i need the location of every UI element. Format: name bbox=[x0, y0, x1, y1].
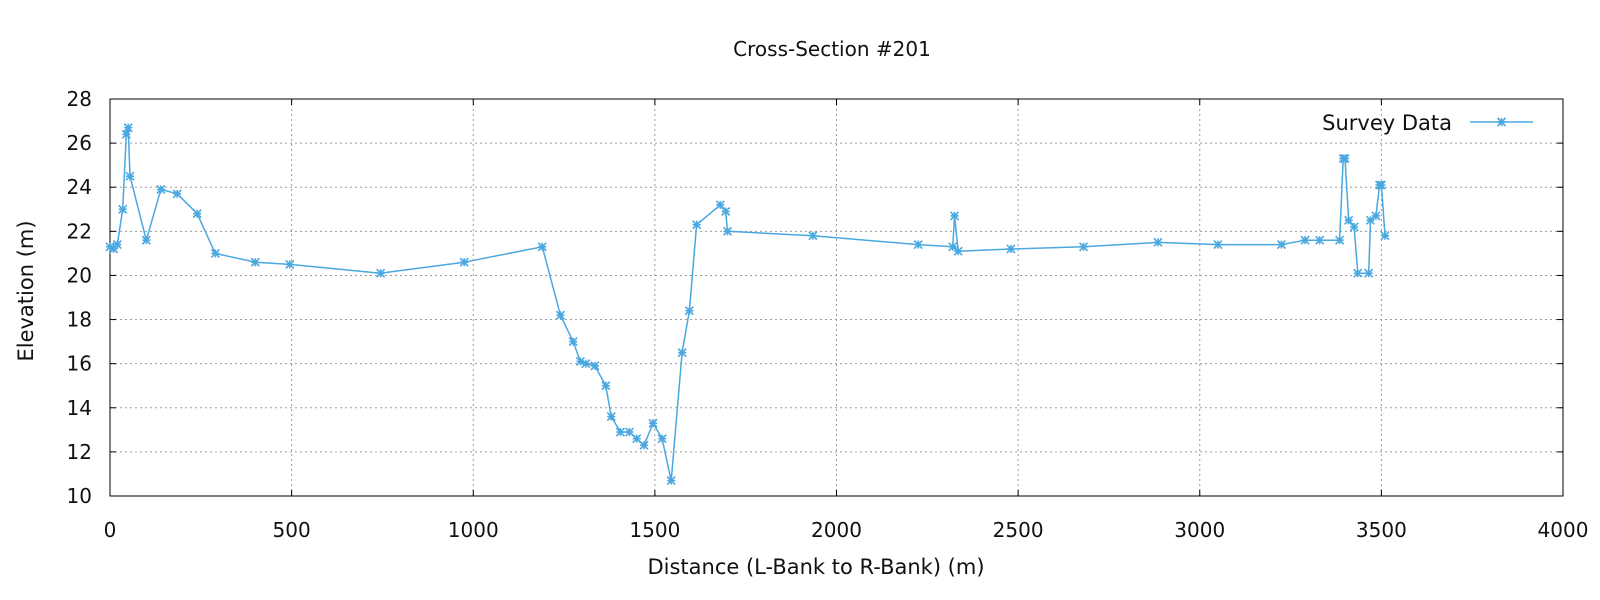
data-point bbox=[1376, 180, 1386, 190]
series-line-survey-data bbox=[109, 126, 1386, 482]
data-point bbox=[210, 248, 220, 258]
chart-title: Cross-Section #201 bbox=[733, 37, 931, 61]
data-point bbox=[808, 231, 818, 241]
y-tick-label: 20 bbox=[67, 263, 92, 287]
data-point bbox=[722, 226, 733, 236]
data-point bbox=[639, 440, 649, 450]
data-point bbox=[125, 171, 135, 181]
y-tick-label: 26 bbox=[67, 131, 92, 155]
data-point bbox=[109, 244, 119, 254]
y-tick-label: 18 bbox=[67, 308, 92, 332]
data-point bbox=[666, 475, 676, 486]
data-point bbox=[123, 123, 133, 133]
data-point bbox=[615, 427, 625, 437]
data-point bbox=[692, 220, 702, 230]
data-point bbox=[581, 359, 591, 369]
data-point bbox=[1006, 244, 1016, 254]
series-layer bbox=[105, 123, 1390, 486]
legend-marker-survey-data bbox=[1496, 117, 1507, 127]
x-tick-label: 500 bbox=[273, 518, 311, 542]
data-point bbox=[537, 242, 547, 252]
x-tick-label: 3500 bbox=[1356, 518, 1407, 542]
data-point bbox=[459, 257, 469, 267]
data-point bbox=[121, 129, 131, 139]
data-point bbox=[112, 240, 122, 250]
data-point bbox=[1380, 231, 1390, 241]
data-point bbox=[376, 268, 386, 278]
data-point bbox=[1371, 211, 1381, 221]
legend-marker-glyph bbox=[1496, 117, 1507, 127]
data-point bbox=[1078, 242, 1089, 252]
data-point bbox=[913, 240, 923, 250]
data-point bbox=[606, 412, 616, 422]
y-tick-label: 28 bbox=[67, 87, 92, 111]
grid bbox=[110, 99, 1563, 496]
data-point bbox=[1344, 215, 1354, 225]
x-axis-ticks: 0 500 1000 1500 2000 2500 3000 3500 4000 bbox=[104, 99, 1589, 542]
data-point bbox=[1335, 235, 1345, 245]
data-point bbox=[1315, 235, 1325, 245]
x-tick-label: 2500 bbox=[993, 518, 1044, 542]
y-tick-label: 22 bbox=[67, 219, 92, 243]
x-tick-label: 2000 bbox=[811, 518, 862, 542]
data-point bbox=[624, 427, 635, 437]
data-point bbox=[715, 200, 725, 210]
y-axis-label: Elevation (m) bbox=[14, 220, 38, 361]
data-point bbox=[1213, 240, 1223, 250]
data-point bbox=[118, 204, 128, 214]
y-tick-label: 10 bbox=[67, 484, 92, 508]
data-point bbox=[1300, 235, 1310, 245]
data-point bbox=[632, 434, 642, 444]
y-tick-label: 14 bbox=[67, 396, 92, 420]
data-point bbox=[590, 361, 600, 371]
data-point bbox=[1349, 222, 1359, 232]
data-point bbox=[285, 259, 295, 269]
data-point bbox=[172, 189, 182, 199]
x-tick-label: 1000 bbox=[448, 518, 499, 542]
data-point bbox=[250, 257, 260, 267]
data-point bbox=[555, 310, 565, 320]
data-point bbox=[953, 246, 963, 256]
data-point bbox=[1353, 268, 1363, 278]
data-point bbox=[677, 348, 687, 358]
x-tick-label: 4000 bbox=[1538, 518, 1589, 542]
y-tick-label: 24 bbox=[67, 175, 92, 199]
data-point bbox=[1364, 268, 1374, 278]
x-tick-label: 3000 bbox=[1174, 518, 1225, 542]
data-point bbox=[192, 209, 202, 219]
legend-label-survey-data: Survey Data bbox=[1322, 111, 1452, 135]
data-point bbox=[949, 211, 960, 221]
x-tick-label: 0 bbox=[104, 518, 117, 542]
data-point bbox=[156, 184, 166, 194]
data-point bbox=[657, 434, 667, 444]
legend: Survey Data bbox=[1322, 111, 1533, 135]
y-axis-ticks: 10 12 14 16 18 20 22 24 26 28 bbox=[67, 87, 1563, 508]
x-axis-label: Distance (L-Bank to R-Bank) (m) bbox=[647, 555, 984, 579]
data-point bbox=[105, 242, 115, 252]
data-point bbox=[721, 206, 731, 217]
y-tick-label: 16 bbox=[67, 352, 92, 376]
data-point bbox=[684, 306, 694, 316]
x-tick-label: 1500 bbox=[629, 518, 680, 542]
data-point bbox=[141, 235, 151, 245]
data-point bbox=[1153, 237, 1163, 247]
data-point bbox=[601, 381, 611, 391]
data-point bbox=[568, 337, 578, 347]
data-point bbox=[1276, 240, 1287, 250]
data-point bbox=[648, 418, 658, 428]
y-tick-label: 12 bbox=[67, 440, 92, 464]
data-point bbox=[1340, 153, 1350, 164]
